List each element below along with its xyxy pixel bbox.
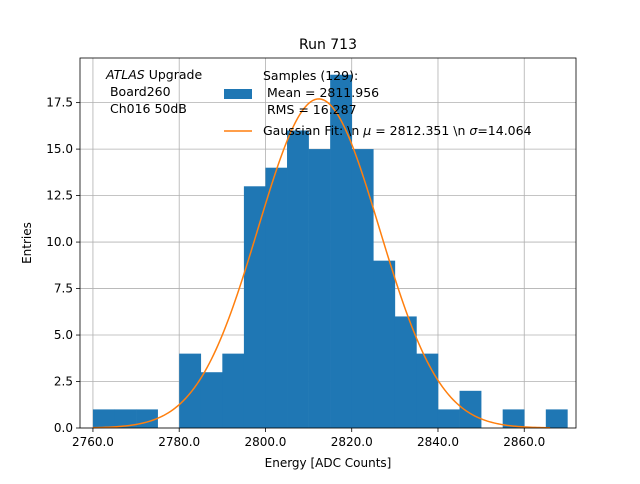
x-axis-label: Energy [ADC Counts] [265, 456, 392, 470]
histogram-bar [394, 316, 417, 428]
histogram-bars [92, 74, 568, 428]
y-tick-label: 17.5 [46, 96, 73, 110]
histogram-bar [136, 409, 158, 428]
y-tick-label: 5.0 [54, 328, 73, 342]
x-tick-label: 2760.0 [72, 435, 114, 449]
chart-title: Run 713 [299, 37, 357, 53]
histogram-bar [243, 186, 266, 428]
legend-fit-middle: = 2812.351 \n [371, 123, 469, 138]
annotation-line-2: Board260 [106, 84, 171, 99]
legend-samples-line-2: Mean = 2811.956 [263, 85, 379, 100]
legend-fit-sigma: σ [469, 123, 478, 138]
legend-fit-label: Gaussian Fit: \n μ = 2812.351 \n σ=14.06… [263, 123, 532, 138]
x-axis-ticks: 2760.0 2780.0 2800.0 2820.0 2840.0 2860.0 [72, 428, 545, 449]
y-axis-label: Entries [20, 222, 34, 264]
x-tick-label: 2860.0 [503, 435, 545, 449]
x-tick-label: 2800.0 [244, 435, 286, 449]
x-tick-label: 2780.0 [158, 435, 200, 449]
annotation-line-3: Ch016 50dB [106, 101, 187, 116]
y-tick-label: 2.5 [54, 375, 73, 389]
legend-fit-mu: μ [362, 123, 371, 138]
histogram-bar [351, 149, 374, 428]
histogram-bar [437, 409, 460, 428]
histogram-bar [222, 353, 245, 428]
histogram-bar [416, 353, 439, 428]
y-axis-ticks: 0.0 2.5 5.0 7.5 10.0 12.5 15.0 17.5 [46, 96, 80, 435]
histogram-bar [330, 74, 353, 428]
histogram-bar [200, 372, 223, 428]
legend-samples-line-1: Samples (129): [263, 68, 358, 83]
y-tick-label: 10.0 [46, 235, 73, 249]
histogram-bar [287, 130, 309, 428]
histogram-bar [502, 409, 525, 428]
legend-samples-line-3: RMS = 16.287 [263, 102, 357, 117]
y-tick-label: 0.0 [54, 421, 73, 435]
histogram-bar [545, 409, 568, 428]
gaussian-fit-curve [92, 98, 551, 429]
histogram-bar [179, 353, 202, 428]
x-tick-label: 2840.0 [417, 435, 459, 449]
histogram-bar [459, 390, 482, 428]
histogram-bar [114, 409, 137, 428]
y-tick-label: 12.5 [46, 189, 73, 203]
annotation-upgrade: Upgrade [145, 67, 203, 82]
histogram-bar [265, 167, 288, 428]
legend: Samples (129): Mean = 2811.956 RMS = 16.… [224, 68, 532, 138]
histogram-bar [92, 409, 115, 428]
plot-frame [79, 57, 577, 429]
histogram-bar [373, 260, 396, 428]
y-tick-label: 15.0 [46, 142, 73, 156]
histogram-bar [308, 149, 331, 428]
annotation-line-1: ATLAS Upgrade [105, 67, 202, 82]
legend-fit-prefix: Gaussian Fit: \n [263, 123, 363, 138]
x-tick-label: 2820.0 [331, 435, 373, 449]
legend-fit-suffix: =14.064 [477, 123, 531, 138]
y-tick-label: 7.5 [54, 282, 73, 296]
annotation-atlas: ATLAS [105, 67, 145, 82]
legend-swatch-samples [224, 89, 252, 99]
